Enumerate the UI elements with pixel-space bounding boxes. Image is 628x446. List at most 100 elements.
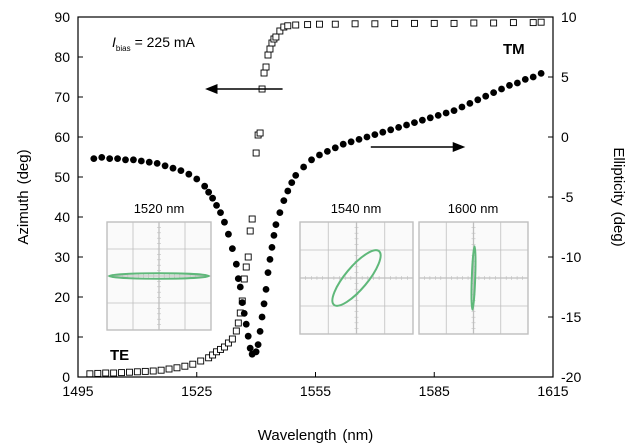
azimuth-point: [266, 45, 274, 53]
azimuth-point: [316, 20, 323, 28]
azimuth-point: [391, 19, 399, 27]
polarization-inset-3: 1600 nm: [418, 201, 529, 335]
y-left-tick-label: 20: [54, 289, 70, 305]
azimuth-point: [157, 366, 165, 374]
azimuth-point: [264, 51, 272, 59]
y-left-tick-label: 70: [54, 89, 70, 105]
y-left-tick-label: 50: [54, 169, 70, 185]
ellipticity-point: [331, 144, 339, 152]
y-right-tick-label: -15: [561, 309, 581, 325]
ellipticity-point: [232, 260, 240, 268]
ellipticity-point: [106, 155, 114, 163]
ellipticity-point: [240, 310, 248, 317]
y-left-tick-label: 40: [54, 209, 70, 225]
ellipticity-point: [153, 160, 161, 167]
ellipticity-point: [205, 188, 213, 196]
azimuth-point: [490, 19, 498, 27]
ellipticity-point: [284, 187, 292, 195]
azimuth-point: [284, 22, 292, 30]
ellipticity-point: [403, 121, 410, 129]
ellipticity-point: [300, 163, 308, 171]
bias-symbol: I: [112, 34, 116, 50]
ellipticity-point: [458, 103, 466, 111]
azimuth-point: [272, 33, 280, 41]
ellipticity-point: [498, 85, 505, 93]
azimuth-point: [228, 335, 236, 343]
ellipticity-point: [201, 182, 209, 190]
ellipticity-point: [280, 197, 288, 205]
polarization-inset-1: 1520 nm: [106, 201, 212, 331]
ellipticity-point: [228, 245, 236, 253]
y-left-tick-label: 10: [54, 329, 70, 345]
ellipticity-point: [442, 109, 450, 117]
ellipticity-point: [292, 172, 300, 179]
y-left-tick-label: 60: [54, 129, 70, 145]
azimuth-point: [240, 275, 248, 283]
azimuth-point: [149, 367, 157, 375]
azimuth-point: [126, 368, 133, 376]
ellipticity-point: [225, 230, 232, 238]
ellipticity-point: [490, 89, 498, 96]
azimuth-point: [411, 19, 418, 27]
x-tick-label: 1495: [62, 383, 93, 399]
ellipticity-point: [466, 100, 474, 107]
y-left-axis-title: Azimuth (deg): [15, 149, 32, 244]
azimuth-point: [173, 364, 181, 372]
azimuth-point: [141, 367, 149, 375]
ellipticity-point: [506, 82, 513, 89]
ellipticity-point: [242, 320, 250, 328]
ellipticity-point: [272, 221, 280, 229]
x-tick-label: 1615: [537, 383, 568, 399]
ellipticity-point: [288, 179, 296, 187]
ellipticity-point: [513, 79, 521, 87]
data-points-layer: [86, 18, 545, 378]
azimuth-point: [509, 19, 517, 27]
ellipticity-point: [529, 73, 537, 81]
ellipticity-point: [254, 341, 262, 348]
x-axis-title: Wavelength (nm): [258, 427, 373, 444]
y-right-tick-label: -20: [561, 369, 581, 385]
y-right-tick-label: 10: [561, 9, 577, 25]
ellipticity-point: [270, 232, 278, 239]
tm-mode-label: TM: [503, 41, 525, 58]
inset-wavelength-label: 1540 nm: [331, 201, 382, 216]
ellipticity-point: [130, 156, 137, 164]
azimuth-point: [331, 20, 339, 28]
ellipticity-point: [177, 167, 185, 175]
x-tick-label: 1525: [181, 383, 212, 399]
ellipticity-point: [395, 124, 403, 131]
y-right-tick-label: -5: [561, 189, 574, 205]
y-right-axis-title: Ellipticity (deg): [610, 147, 627, 246]
azimuth-point: [118, 369, 125, 377]
azimuth-point: [430, 19, 438, 27]
y-left-tick-label: 0: [62, 369, 70, 385]
polarization-ellipse-trace: [470, 245, 477, 311]
ellipticity-point: [209, 194, 216, 202]
ellipticity-point: [193, 175, 201, 183]
ellipticity-point: [145, 158, 153, 166]
ellipticity-point: [185, 170, 193, 178]
ellipticity-point: [98, 154, 106, 161]
ellipticity-point: [434, 112, 442, 119]
ellipticity-point: [114, 155, 121, 163]
y-right-tick-label: 5: [561, 69, 569, 85]
bias-subscript: bias: [116, 44, 131, 53]
ellipticity-point: [90, 155, 98, 163]
ellipticity-point: [236, 283, 244, 291]
azimuth-point: [133, 368, 141, 376]
ellipticity-point: [276, 209, 284, 217]
azimuth-point: [189, 360, 197, 368]
ellipticity-point: [161, 162, 169, 170]
azimuth-point: [165, 365, 173, 373]
ellipticity-point: [238, 299, 246, 306]
azimuth-point: [246, 227, 254, 235]
azimuth-point: [537, 18, 545, 26]
bias-current-label: Ibias = 225 mA: [112, 34, 196, 53]
azimuth-point: [276, 27, 284, 35]
azimuth-point: [221, 343, 228, 351]
azimuth-point: [242, 263, 250, 271]
ellipticity-point: [308, 156, 315, 164]
azimuth-point: [304, 21, 312, 29]
ellipticity-point: [169, 164, 177, 172]
azimuth-point: [197, 357, 205, 365]
